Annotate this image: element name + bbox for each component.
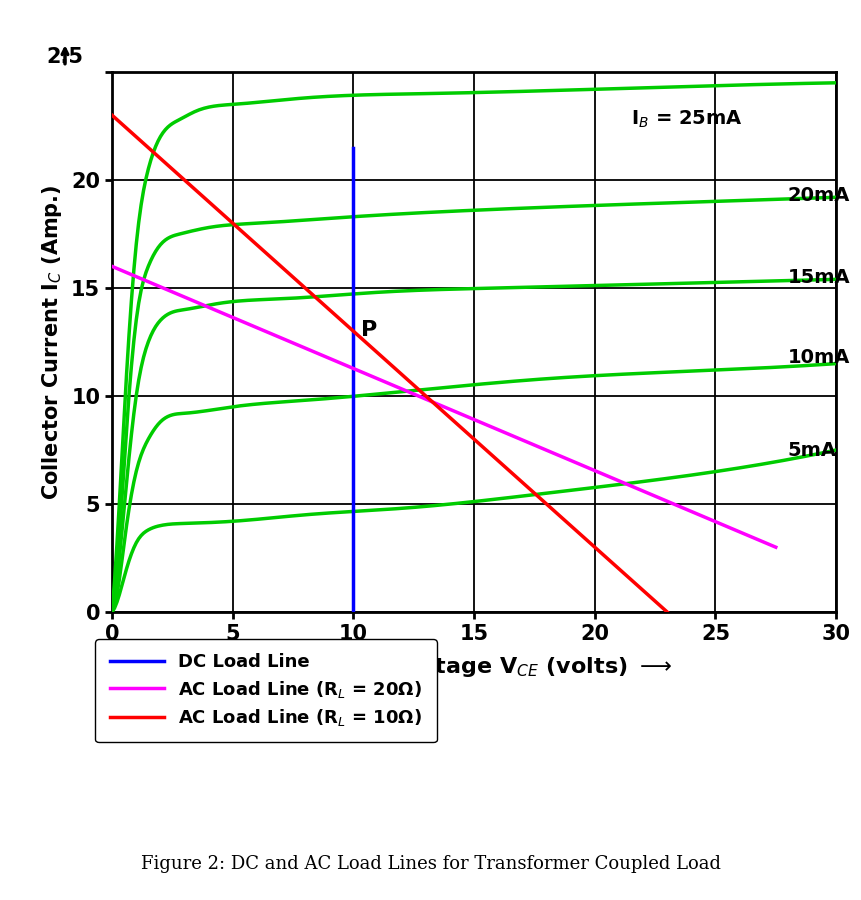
Text: 5mA: 5mA	[787, 440, 836, 460]
Text: 10mA: 10mA	[787, 347, 849, 366]
Text: 2.5: 2.5	[46, 47, 84, 67]
Text: I$_B$ = 25mA: I$_B$ = 25mA	[630, 109, 742, 130]
X-axis label: Collector Voltage V$_{CE}$ (volts) $\longrightarrow$: Collector Voltage V$_{CE}$ (volts) $\lon…	[276, 655, 672, 679]
Text: Figure 2: DC and AC Load Lines for Transformer Coupled Load: Figure 2: DC and AC Load Lines for Trans…	[141, 855, 720, 873]
Y-axis label: Collector Current I$_C$ (Amp.): Collector Current I$_C$ (Amp.)	[40, 184, 64, 500]
Text: 15mA: 15mA	[787, 267, 850, 287]
Legend: DC Load Line, AC Load Line (R$_L$ = 20Ω), AC Load Line (R$_L$ = 10Ω): DC Load Line, AC Load Line (R$_L$ = 20Ω)…	[95, 639, 437, 742]
Text: P: P	[360, 320, 376, 339]
Text: 20mA: 20mA	[787, 185, 849, 204]
